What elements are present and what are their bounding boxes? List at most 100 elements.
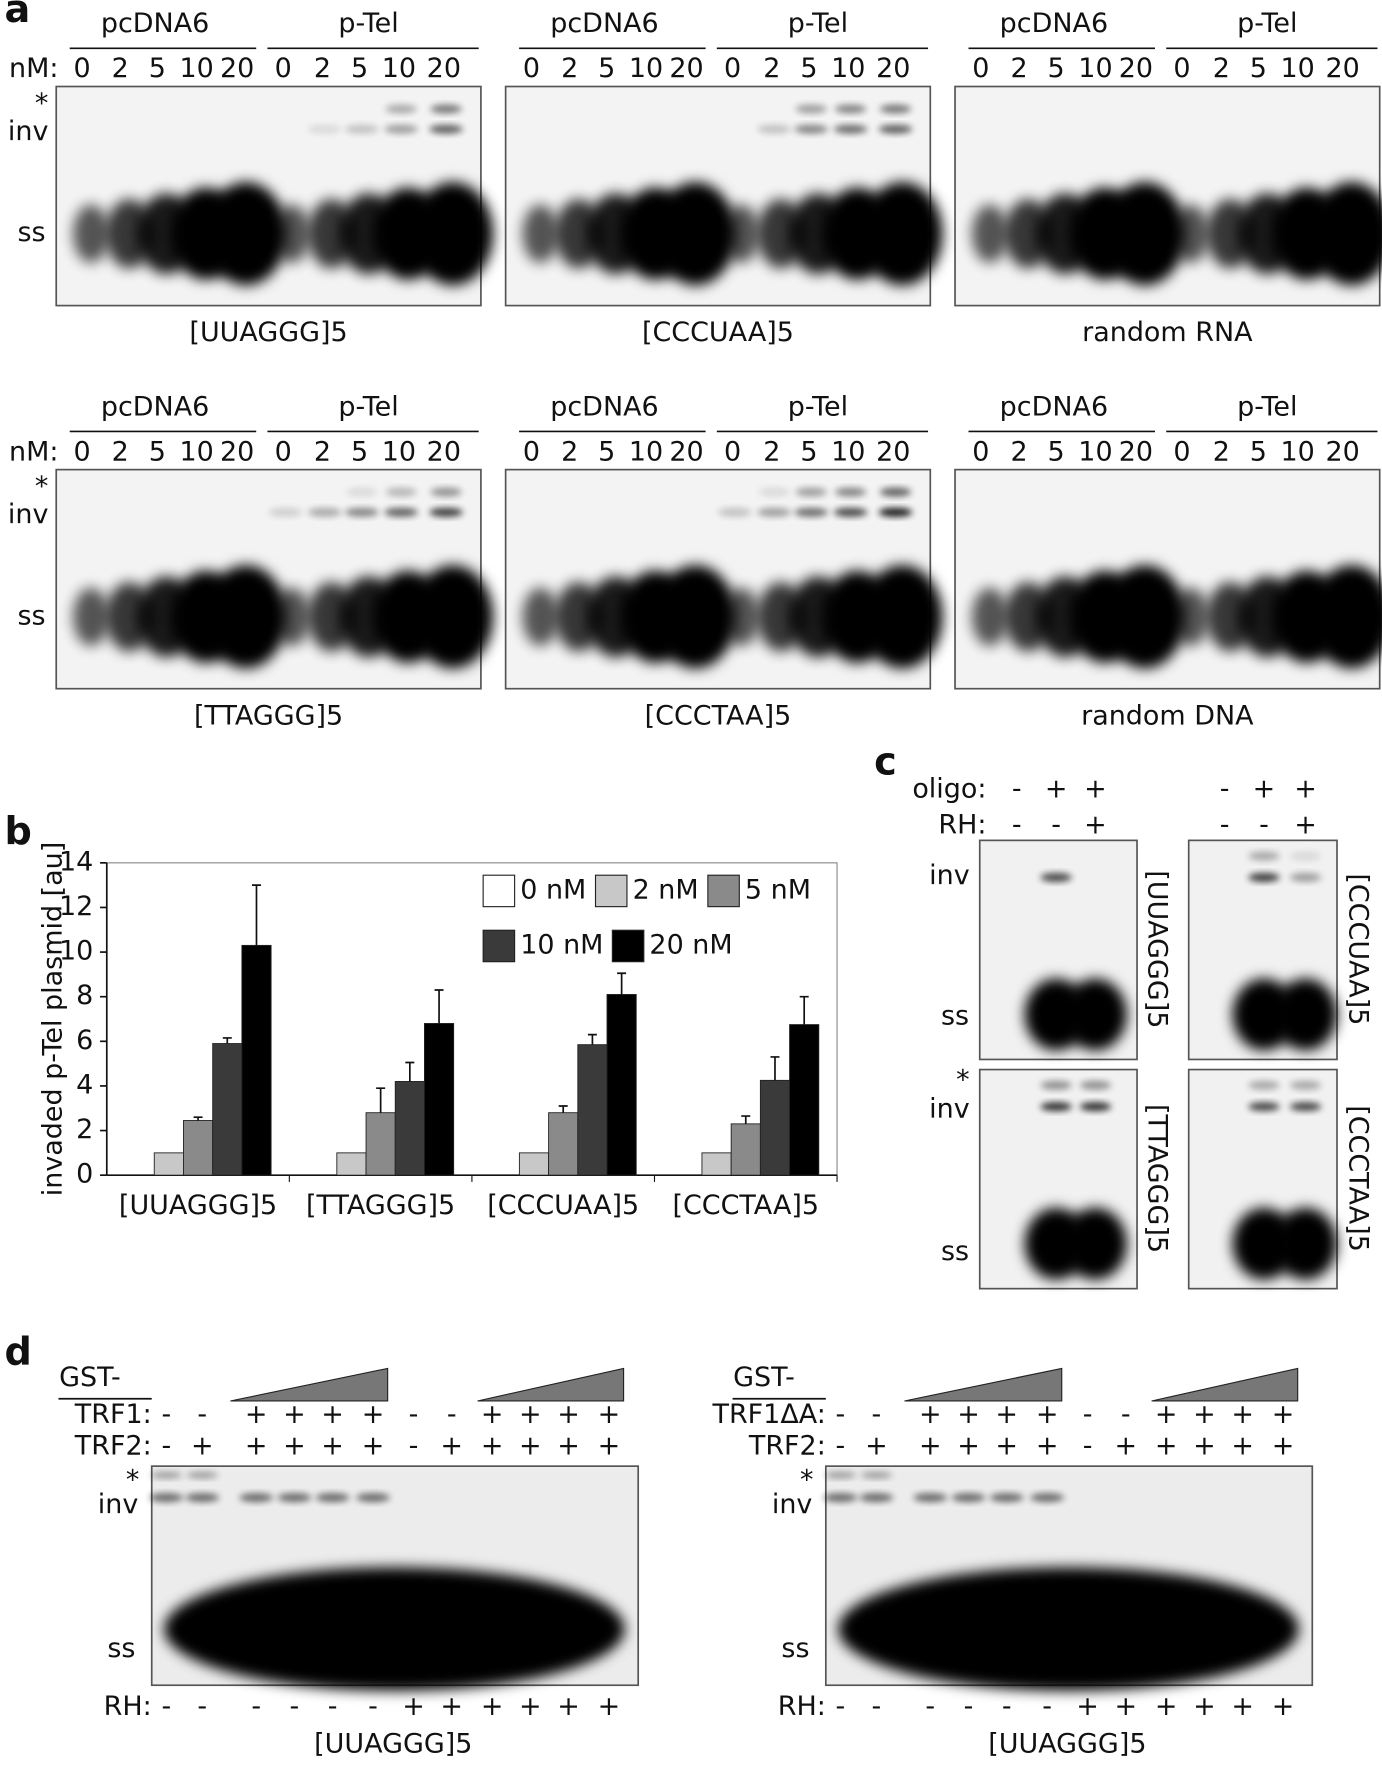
panel-label: a: [5, 0, 31, 32]
gel-band: [989, 1493, 1024, 1503]
gel-band: [834, 104, 867, 114]
row-label: RH:: [778, 1691, 826, 1722]
lane-label: 0: [972, 436, 989, 467]
gel-caption: [CCCUAA]5: [1343, 873, 1374, 1025]
gel-band: [1172, 204, 1209, 263]
titration-wedge: [904, 1367, 1063, 1402]
sign: +: [1076, 1691, 1099, 1722]
sign: +: [919, 1399, 942, 1430]
band-label: inv: [8, 499, 49, 530]
band-label: ss: [941, 1000, 969, 1031]
sign: +: [1231, 1691, 1254, 1722]
legend-label: 0 nM: [520, 874, 586, 905]
gel-band: [1311, 182, 1382, 286]
sign: -: [964, 1691, 974, 1722]
sign: +: [557, 1691, 580, 1722]
sign: -: [872, 1399, 882, 1430]
legend-swatch: [482, 929, 516, 963]
group-label: pcDNA6: [101, 391, 209, 422]
sign: +: [1155, 1431, 1178, 1462]
sign: +: [1193, 1691, 1216, 1722]
titration-wedge: [477, 1367, 625, 1402]
lane-label: 5: [149, 436, 166, 467]
gel-band: [1040, 872, 1072, 882]
sign: -: [1083, 1431, 1093, 1462]
sign: -: [161, 1399, 171, 1430]
gel-band: [1104, 182, 1186, 286]
x-tick-label: [CCCTAA]5: [672, 1190, 819, 1221]
sign: +: [1114, 1431, 1137, 1462]
sign: -: [197, 1399, 207, 1430]
error-bar: [617, 972, 627, 995]
band-label: ss: [17, 600, 45, 631]
sign: +: [995, 1399, 1018, 1430]
lane-label: 5: [351, 436, 368, 467]
gel-band: [429, 507, 463, 517]
sign: +: [283, 1431, 306, 1462]
gel-caption: [TTAGGG]5: [194, 700, 343, 731]
gel-band: [861, 182, 943, 286]
sign: +: [1155, 1691, 1178, 1722]
group-label: pcDNA6: [550, 8, 658, 39]
lane-label: 20: [220, 436, 254, 467]
sign: +: [321, 1431, 344, 1462]
lane-label: 20: [427, 436, 461, 467]
lane-label: 5: [800, 436, 817, 467]
sign: -: [872, 1691, 882, 1722]
lane-label: 20: [1119, 53, 1153, 84]
lane-label: 20: [1119, 436, 1153, 467]
gel-band: [795, 487, 827, 497]
lane-label: 20: [876, 53, 910, 84]
gel-band: [1248, 1080, 1280, 1090]
gel-band: [274, 204, 311, 263]
nm-label: nM:: [9, 53, 58, 84]
bar: [606, 994, 637, 1176]
gel-band: [1289, 1102, 1322, 1112]
gel-band: [73, 587, 110, 647]
gel-band: [838, 1567, 1299, 1691]
group-label: p-Tel: [788, 391, 848, 422]
sign: -: [161, 1431, 171, 1462]
group-label: pcDNA6: [550, 391, 658, 422]
sign: -: [1121, 1399, 1131, 1430]
sign: +: [481, 1691, 504, 1722]
gst-label: GST-: [59, 1362, 121, 1393]
sign: +: [1294, 809, 1317, 840]
sign: +: [1272, 1399, 1295, 1430]
error-bar: [193, 1116, 203, 1121]
bar: [241, 944, 272, 1176]
gel-band: [794, 124, 829, 134]
gel-band: [344, 124, 379, 134]
gel-band: [971, 587, 1008, 647]
lane-label: 0: [73, 53, 90, 84]
sign: +: [919, 1431, 942, 1462]
band-label: ss: [781, 1633, 809, 1664]
sign: +: [1294, 773, 1317, 804]
gel-band: [1172, 587, 1209, 647]
group-label: pcDNA6: [1000, 391, 1108, 422]
legend-label: 10 nM: [520, 929, 603, 960]
sign: +: [957, 1399, 980, 1430]
gel-band: [1274, 1207, 1338, 1280]
sign: +: [245, 1399, 268, 1430]
group-label: p-Tel: [1237, 391, 1297, 422]
sign: -: [1002, 1691, 1012, 1722]
lane-label: 2: [1010, 436, 1027, 467]
lane-label: 10: [831, 436, 865, 467]
lane-label: 10: [1281, 436, 1315, 467]
sign: +: [1036, 1399, 1059, 1430]
error-bar: [222, 1037, 232, 1044]
gel-caption: [UUAGGG]5: [314, 1728, 472, 1759]
gel-band: [185, 1493, 220, 1503]
row-label: TRF1ΔA:: [711, 1399, 825, 1430]
lane-label: 0: [1173, 53, 1190, 84]
legend-label: 5 nM: [745, 874, 811, 905]
sign: +: [440, 1691, 463, 1722]
sign: -: [1012, 809, 1022, 840]
lane-label: 2: [112, 436, 129, 467]
sign: +: [1272, 1691, 1295, 1722]
sign: +: [557, 1399, 580, 1430]
lane-label: 20: [220, 53, 254, 84]
gel-band: [522, 204, 559, 263]
gel-caption: [UUAGGG]5: [1142, 870, 1173, 1028]
